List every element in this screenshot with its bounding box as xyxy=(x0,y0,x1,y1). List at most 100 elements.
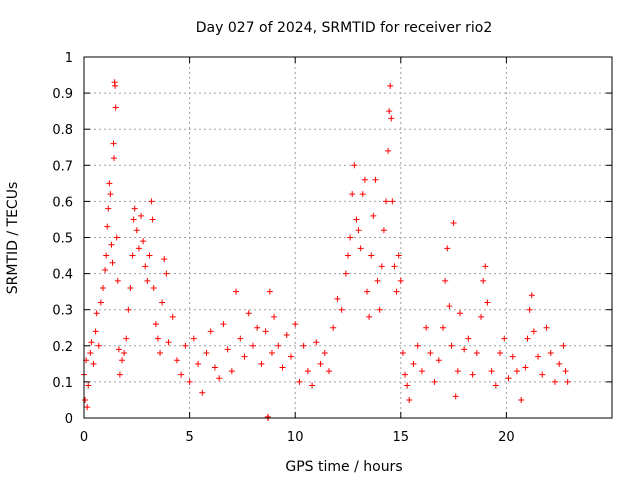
data-point xyxy=(127,285,134,292)
data-point xyxy=(492,382,499,389)
y-tick-label: 0.3 xyxy=(52,304,73,319)
data-point xyxy=(345,252,351,259)
data-point xyxy=(271,313,278,320)
data-point xyxy=(157,350,164,357)
data-point xyxy=(530,328,537,335)
data-point xyxy=(361,176,368,183)
y-tick-label: 0.9 xyxy=(52,87,73,102)
tick-labels: 00.10.20.30.40.50.60.70.80.910 5 10 15 20 xyxy=(52,51,514,445)
data-point xyxy=(386,108,393,115)
y-tick-label: 0.5 xyxy=(52,232,73,247)
data-point xyxy=(313,339,320,346)
data-point xyxy=(150,285,157,292)
data-point xyxy=(357,245,364,252)
x-tick-label: 20 xyxy=(498,430,515,445)
data-point xyxy=(526,306,533,313)
data-point xyxy=(106,180,113,187)
data-point xyxy=(547,350,554,357)
data-point xyxy=(522,364,529,371)
data-point xyxy=(431,378,438,385)
data-point xyxy=(104,223,111,230)
data-point xyxy=(406,396,413,403)
data-point xyxy=(92,328,99,335)
data-point xyxy=(325,368,332,375)
axis-ticks xyxy=(83,56,612,419)
data-point xyxy=(108,241,115,248)
data-point xyxy=(448,342,455,349)
data-point xyxy=(148,198,155,205)
data-point xyxy=(391,263,398,270)
data-point xyxy=(404,382,411,389)
data-point xyxy=(349,191,356,198)
data-point xyxy=(440,324,447,331)
data-point xyxy=(402,371,409,378)
data-point xyxy=(509,353,516,360)
data-point xyxy=(372,176,379,183)
data-point xyxy=(287,353,294,360)
data-point xyxy=(334,295,341,302)
chart-title: Day 027 of 2024, SRMTID for receiver rio… xyxy=(196,20,493,36)
data-point xyxy=(456,310,463,317)
data-point xyxy=(163,270,170,277)
data-point xyxy=(543,324,550,331)
data-point xyxy=(283,331,290,338)
data-point xyxy=(378,263,385,270)
data-point xyxy=(385,147,392,154)
data-point xyxy=(129,252,136,259)
data-point xyxy=(95,342,102,349)
data-point xyxy=(165,339,172,346)
data-point xyxy=(195,360,202,367)
data-point xyxy=(397,277,404,284)
data-point xyxy=(178,371,185,378)
data-point xyxy=(203,350,210,357)
data-point xyxy=(560,342,567,349)
data-point xyxy=(97,299,104,306)
data-point xyxy=(501,335,508,342)
x-axis-title: GPS time / hours xyxy=(285,459,402,475)
data-point xyxy=(505,375,512,382)
x-tick-label: 0 xyxy=(80,430,88,445)
data-point xyxy=(169,313,176,320)
data-point xyxy=(224,346,231,353)
data-point xyxy=(93,310,100,317)
data-point xyxy=(450,220,457,227)
data-point xyxy=(539,371,546,378)
data-point xyxy=(393,288,400,295)
data-point xyxy=(186,378,193,385)
data-point xyxy=(351,162,358,169)
data-point xyxy=(102,266,109,273)
data-point xyxy=(135,245,142,252)
data-point xyxy=(374,277,381,284)
data-point xyxy=(173,357,180,364)
data-point xyxy=(266,288,273,295)
data-point xyxy=(125,306,132,313)
x-tick-label: 15 xyxy=(393,430,410,445)
data-point xyxy=(161,256,168,263)
data-point xyxy=(142,263,149,270)
data-point xyxy=(399,350,406,357)
data-point xyxy=(123,335,130,342)
data-point xyxy=(435,357,442,364)
y-tick-label: 0.7 xyxy=(52,159,73,174)
data-point xyxy=(87,350,94,357)
data-point xyxy=(182,342,189,349)
data-point xyxy=(338,306,345,313)
data-point xyxy=(140,238,147,245)
data-point xyxy=(279,364,286,371)
data-point xyxy=(478,313,485,320)
data-point xyxy=(254,324,261,331)
data-point xyxy=(105,205,112,212)
data-point xyxy=(116,371,123,378)
data-point xyxy=(465,335,472,342)
data-point xyxy=(220,321,227,328)
data-point xyxy=(359,191,366,198)
data-point xyxy=(454,368,461,375)
y-tick-label: 0.1 xyxy=(52,376,73,391)
data-point xyxy=(518,396,525,403)
data-point xyxy=(366,313,373,320)
data-points xyxy=(81,79,571,421)
x-tick-label: 10 xyxy=(287,430,304,445)
data-point xyxy=(482,263,489,270)
